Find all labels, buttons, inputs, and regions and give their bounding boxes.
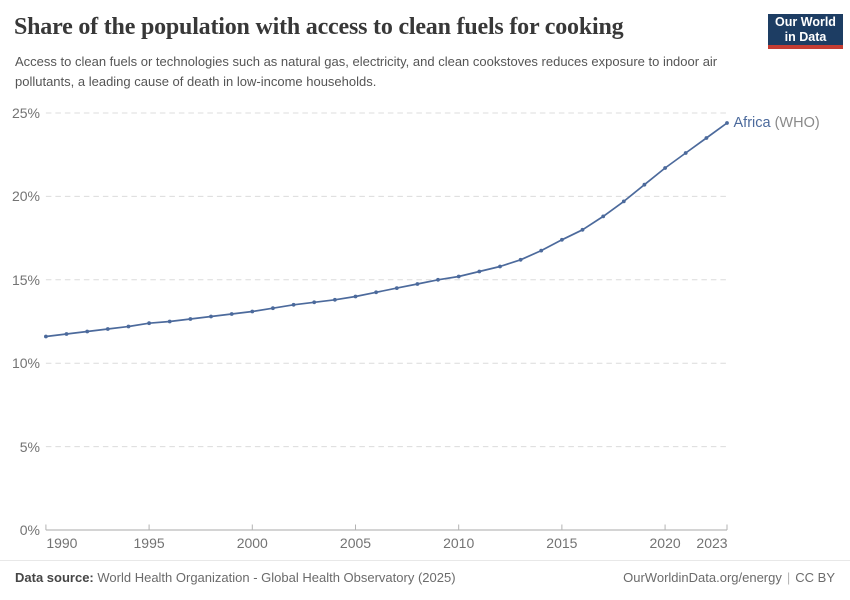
chart-footer: Data source: World Health Organization -…: [0, 560, 850, 585]
data-point[interactable]: [271, 306, 275, 311]
x-tick-label: 2020: [649, 535, 681, 551]
data-point[interactable]: [539, 248, 544, 253]
series-label[interactable]: Africa (WHO): [734, 115, 820, 131]
data-line: [45, 122, 728, 338]
data-point[interactable]: [250, 309, 255, 314]
data-point[interactable]: [436, 277, 440, 282]
data-point[interactable]: [560, 237, 564, 242]
series-entity-label: Africa: [733, 115, 771, 131]
license-label: CC BY: [795, 570, 835, 585]
owid-logo-line1: Our World: [775, 14, 836, 29]
data-point[interactable]: [518, 257, 523, 262]
data-point[interactable]: [415, 282, 420, 286]
data-point[interactable]: [394, 286, 399, 290]
data-point[interactable]: [621, 199, 626, 204]
data-point[interactable]: [229, 312, 234, 316]
data-point[interactable]: [498, 264, 502, 269]
footer-separator: |: [786, 570, 791, 585]
y-tick-label: 10%: [11, 355, 40, 372]
data-point[interactable]: [456, 274, 461, 279]
y-tick-label: 15%: [11, 271, 40, 288]
data-point[interactable]: [291, 302, 296, 307]
data-point[interactable]: [209, 314, 213, 319]
data-source: Data source: World Health Organization -…: [15, 570, 456, 585]
data-point[interactable]: [663, 166, 667, 170]
data-point[interactable]: [167, 319, 172, 324]
data-source-label: Data source:: [15, 570, 94, 585]
x-tick-label: 1995: [133, 535, 165, 551]
x-tick-label: 2000: [236, 535, 268, 551]
owid-logo-line2: in Data: [784, 29, 827, 44]
data-point[interactable]: [374, 290, 378, 295]
chart-subtitle: Access to clean fuels or technologies su…: [15, 54, 718, 89]
data-point[interactable]: [147, 321, 152, 326]
data-point[interactable]: [601, 214, 606, 219]
series-annotation: (WHO): [774, 115, 820, 131]
data-source-text: World Health Organization - Global Healt…: [97, 570, 456, 585]
data-point[interactable]: [105, 327, 110, 331]
data-point[interactable]: [312, 300, 317, 305]
data-point[interactable]: [642, 182, 647, 187]
data-point[interactable]: [477, 269, 482, 274]
data-point[interactable]: [188, 317, 193, 321]
owid-logo[interactable]: Our World in Data: [768, 14, 843, 49]
data-point[interactable]: [725, 121, 729, 125]
y-tick-label: 20%: [11, 188, 40, 205]
page-title: Share of the population with access to c…: [14, 14, 624, 40]
data-point[interactable]: [85, 329, 90, 334]
data-point[interactable]: [353, 294, 358, 299]
data-point[interactable]: [333, 297, 337, 302]
x-tick-label: 2005: [339, 535, 372, 551]
x-tick-label: 2015: [546, 535, 578, 551]
x-tick-label: 2023: [696, 535, 728, 551]
data-point[interactable]: [704, 136, 709, 140]
x-tick-label: 1990: [46, 535, 78, 551]
data-point[interactable]: [683, 151, 688, 155]
x-tick-label: 2010: [443, 535, 475, 551]
data-point[interactable]: [64, 332, 69, 336]
y-tick-label: 5%: [19, 438, 40, 455]
y-tick-label: 25%: [11, 105, 40, 121]
data-point[interactable]: [580, 227, 585, 232]
data-point[interactable]: [44, 334, 48, 339]
y-tick-label: 0%: [19, 522, 40, 538]
owid-url-link[interactable]: OurWorldinData.org/energy: [623, 570, 782, 585]
data-point[interactable]: [126, 324, 131, 329]
